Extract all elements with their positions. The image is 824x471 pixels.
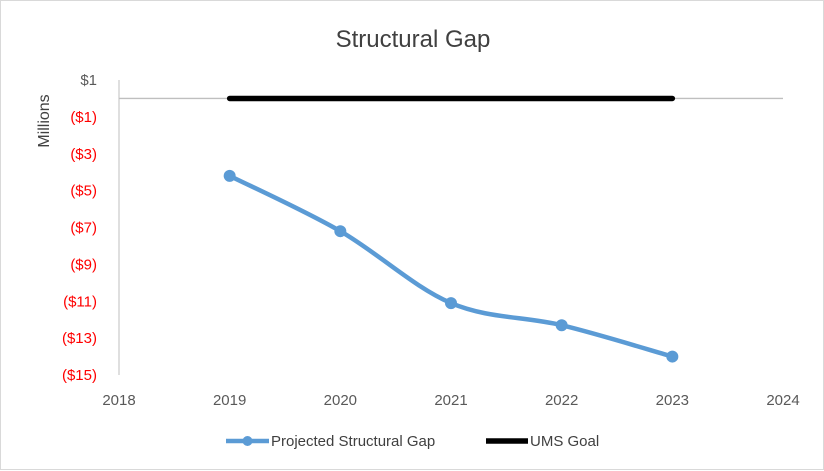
x-tick-label: 2023 — [656, 392, 689, 409]
y-tick-label: ($7) — [70, 220, 97, 237]
legend-label-projected-structural-gap: Projected Structural Gap — [271, 433, 435, 450]
y-tick-label: ($1) — [70, 109, 97, 126]
y-tick-label: ($3) — [70, 146, 97, 163]
data-point-projected-structural-gap — [666, 350, 679, 363]
series-line-projected-structural-gap — [227, 173, 675, 359]
x-tick-label: 2018 — [102, 392, 135, 409]
y-tick-label: $1 — [80, 72, 97, 89]
x-tick-label: 2024 — [766, 392, 799, 409]
y-tick-label: ($5) — [70, 183, 97, 200]
y-axis-title: Millions — [36, 94, 53, 147]
plot-area: $1 ($1) ($3) ($5) ($7) ($9) ($11) ($13) ($15) 201… — [62, 72, 800, 409]
legend-label-ums-goal: UMS Goal — [530, 433, 599, 450]
x-tick-label: 2020 — [324, 392, 357, 409]
data-point-projected-structural-gap — [555, 319, 568, 332]
legend-marker-projected-structural-gap — [242, 436, 253, 446]
chart-title: Structural Gap — [336, 26, 491, 53]
data-point-projected-structural-gap — [445, 297, 457, 310]
y-tick-label: ($13) — [62, 330, 97, 347]
y-tick-label: ($9) — [70, 256, 97, 273]
y-tick-label: ($11) — [63, 293, 97, 310]
x-tick-label: 2022 — [545, 392, 578, 409]
data-point-projected-structural-gap — [223, 169, 236, 182]
y-tick-label: ($15) — [62, 367, 97, 384]
legend: Projected Structural Gap UMS Goal — [226, 433, 599, 450]
x-tick-label: 2021 — [434, 392, 467, 409]
x-tick-label: 2019 — [213, 392, 246, 409]
data-point-projected-structural-gap — [334, 225, 347, 238]
